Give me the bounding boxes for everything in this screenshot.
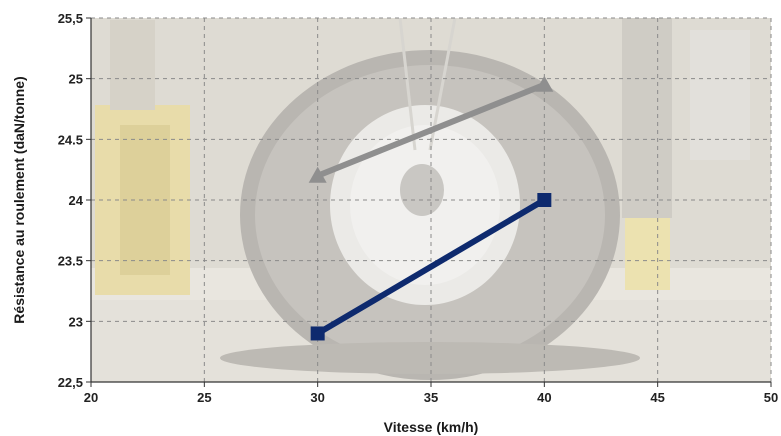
series-line bbox=[316, 197, 546, 337]
y-axis-ticks: 22,5 23 23.5 24 24.5 25 25,5 bbox=[58, 11, 91, 390]
data-point-square bbox=[310, 326, 325, 341]
x-axis-title: Vitesse (km/h) bbox=[384, 419, 479, 435]
data-point-triangle bbox=[308, 166, 327, 183]
x-tick-label: 45 bbox=[650, 390, 664, 405]
series-line bbox=[316, 81, 546, 179]
y-tick-label: 22,5 bbox=[58, 375, 83, 390]
data-point-square bbox=[537, 193, 552, 207]
data-point-triangle bbox=[535, 75, 554, 92]
series-1 bbox=[308, 75, 554, 183]
grid-lines bbox=[91, 17, 772, 382]
x-tick-label: 35 bbox=[424, 390, 438, 405]
y-tick-label: 24.5 bbox=[58, 132, 83, 147]
y-tick-label: 25,5 bbox=[58, 11, 83, 26]
x-tick-label: 40 bbox=[537, 390, 551, 405]
x-tick-label: 20 bbox=[84, 390, 98, 405]
y-tick-label: 25 bbox=[69, 72, 83, 87]
x-tick-label: 30 bbox=[310, 390, 324, 405]
series-2 bbox=[310, 193, 552, 341]
x-tick-label: 50 bbox=[764, 390, 778, 405]
series-layer bbox=[308, 75, 554, 341]
y-axis-title: Résistance au roulement (daN/tonne) bbox=[11, 76, 27, 323]
y-tick-label: 24 bbox=[69, 193, 84, 208]
x-axis-ticks: 20 25 30 35 40 45 50 bbox=[84, 382, 778, 405]
x-tick-label: 25 bbox=[197, 390, 211, 405]
y-tick-label: 23.5 bbox=[58, 254, 83, 269]
y-tick-label: 23 bbox=[69, 314, 83, 329]
